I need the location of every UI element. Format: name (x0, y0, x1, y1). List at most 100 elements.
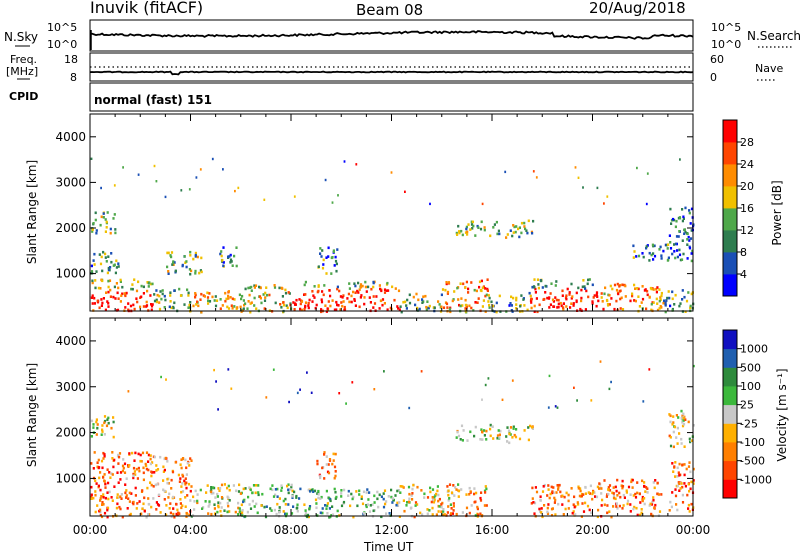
power-cell (300, 300, 304, 303)
velocity-cell (128, 464, 131, 467)
velocity-cell (582, 510, 586, 513)
power-cell (200, 292, 203, 296)
power-cell (350, 300, 353, 304)
velocity-cell (630, 480, 633, 484)
velocity-cell (111, 473, 114, 476)
velocity-cell (435, 513, 438, 516)
velocity-colorbar-tick-label: 25 (740, 399, 754, 412)
velocity-cell (137, 466, 140, 470)
velocity-cell (107, 416, 110, 420)
power-cell (570, 282, 573, 286)
power-cell (471, 220, 474, 224)
power-cell (166, 251, 169, 255)
velocity-cell (103, 421, 106, 425)
velocity-cell (590, 399, 593, 402)
power-cell (580, 288, 583, 292)
power-cell (480, 279, 483, 283)
velocity-cell (165, 504, 168, 507)
freq-tick-top: 18 (64, 53, 78, 66)
velocity-cell (110, 426, 113, 430)
power-cell (530, 297, 533, 301)
velocity-cell (437, 493, 440, 497)
velocity-cell (615, 502, 618, 505)
velocity-cell (188, 464, 191, 467)
power-cell (142, 305, 145, 308)
velocity-cell (636, 513, 639, 517)
power-cell (460, 229, 463, 233)
velocity-cell (139, 459, 142, 463)
velocity-cell (269, 507, 272, 510)
velocity-cell (317, 489, 320, 493)
power-cell (339, 295, 342, 298)
power-cell (684, 230, 687, 234)
velocity-cell (692, 424, 695, 427)
velocity-cell (132, 474, 135, 478)
power-cell (666, 247, 669, 250)
velocity-cell (450, 491, 454, 494)
power-cell (650, 308, 653, 312)
velocity-cell (398, 515, 401, 518)
power-cell (169, 291, 172, 294)
velocity-cell (347, 494, 350, 497)
velocity-cell (171, 470, 175, 474)
velocity-cell (141, 507, 144, 511)
power-cell (637, 295, 640, 298)
velocity-cell (349, 504, 352, 508)
velocity-cell (395, 503, 398, 507)
power-cell (321, 266, 325, 270)
power-cell (248, 286, 252, 289)
velocity-cell (411, 498, 414, 501)
power-cell (286, 306, 289, 310)
velocity-cell (254, 491, 257, 495)
velocity-cell (534, 486, 537, 489)
power-cell (383, 291, 387, 294)
velocity-cell (147, 497, 150, 500)
power-cell (681, 289, 684, 292)
velocity-cell (660, 493, 663, 496)
power-cell (119, 280, 122, 283)
power-cell (644, 288, 647, 291)
power-cell (147, 285, 150, 288)
power-cell (511, 310, 514, 313)
power-cell (467, 223, 470, 226)
power-cell (359, 285, 363, 289)
velocity-cell (473, 492, 476, 496)
power-cell (112, 217, 115, 220)
velocity-cell (690, 502, 693, 506)
power-cell (343, 305, 346, 309)
velocity-cell (460, 488, 463, 491)
velocity-cell (228, 488, 231, 492)
power-cell (116, 291, 119, 295)
velocity-cell (99, 471, 102, 474)
velocity-cell (255, 484, 258, 487)
velocity-cell (155, 464, 158, 467)
velocity-cell (369, 504, 372, 507)
power-cell (675, 235, 679, 238)
velocity-cell (612, 486, 615, 489)
velocity-cell (649, 502, 652, 506)
velocity-cell (416, 485, 419, 489)
velocity-cell (102, 476, 105, 479)
velocity-cell (680, 442, 683, 445)
x-tick-label: 08:00 (274, 523, 309, 537)
velocity-cell (113, 458, 116, 462)
power-cell (94, 279, 97, 282)
power-cell (577, 176, 580, 179)
power-cell (464, 286, 467, 289)
power-cell (158, 294, 161, 298)
velocity-cell (631, 478, 634, 482)
velocity-cell (584, 501, 587, 505)
velocity-colorbar-swatch (723, 367, 737, 387)
power-cell (615, 299, 618, 303)
velocity-cell (580, 515, 583, 518)
velocity-cell (423, 496, 426, 499)
velocity-cell (308, 506, 311, 510)
power-cell (495, 301, 498, 305)
velocity-cell (621, 486, 624, 490)
power-cell (195, 303, 198, 306)
power-cell (684, 310, 687, 313)
power-cell (100, 298, 103, 301)
velocity-cell (383, 489, 387, 492)
velocity-cell (193, 500, 196, 503)
power-cell (455, 231, 458, 235)
